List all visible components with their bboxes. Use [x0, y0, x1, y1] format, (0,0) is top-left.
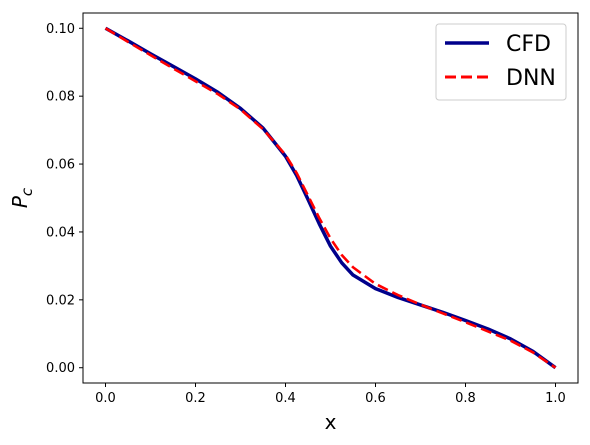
x-tick-label: 0.4 [275, 391, 296, 406]
x-tick-label: 0.8 [455, 391, 476, 406]
legend-label-dnn: DNN [506, 66, 556, 91]
x-tick-label: 0.0 [95, 391, 116, 406]
legend-label-cfd: CFD [506, 32, 551, 57]
x-tick-label: 1.0 [545, 391, 566, 406]
y-axis-label: Pc [8, 187, 36, 208]
y-tick-label: 0.02 [46, 293, 75, 308]
x-axis-label: x [325, 410, 337, 434]
legend: CFD DNN [435, 23, 567, 101]
x-axis-ticks: 0.0 0.2 0.4 0.6 0.8 1.0 [95, 383, 566, 406]
y-axis-ticks: 0.00 0.02 0.04 0.06 0.08 0.10 [46, 22, 83, 376]
y-axis-label-sub: c [18, 187, 36, 196]
y-axis-label-main: P [8, 195, 32, 208]
series-line-cfd [104, 26, 557, 370]
x-tick-label: 0.2 [185, 391, 206, 406]
y-tick-label: 0.08 [46, 90, 75, 105]
y-tick-label: 0.04 [46, 225, 75, 240]
series-layer [104, 26, 557, 370]
series-line-dnn [104, 27, 557, 369]
x-tick-label: 0.6 [365, 391, 386, 406]
y-tick-label: 0.10 [46, 22, 75, 37]
y-tick-label: 0.06 [46, 158, 75, 173]
y-tick-label: 0.00 [46, 361, 75, 376]
